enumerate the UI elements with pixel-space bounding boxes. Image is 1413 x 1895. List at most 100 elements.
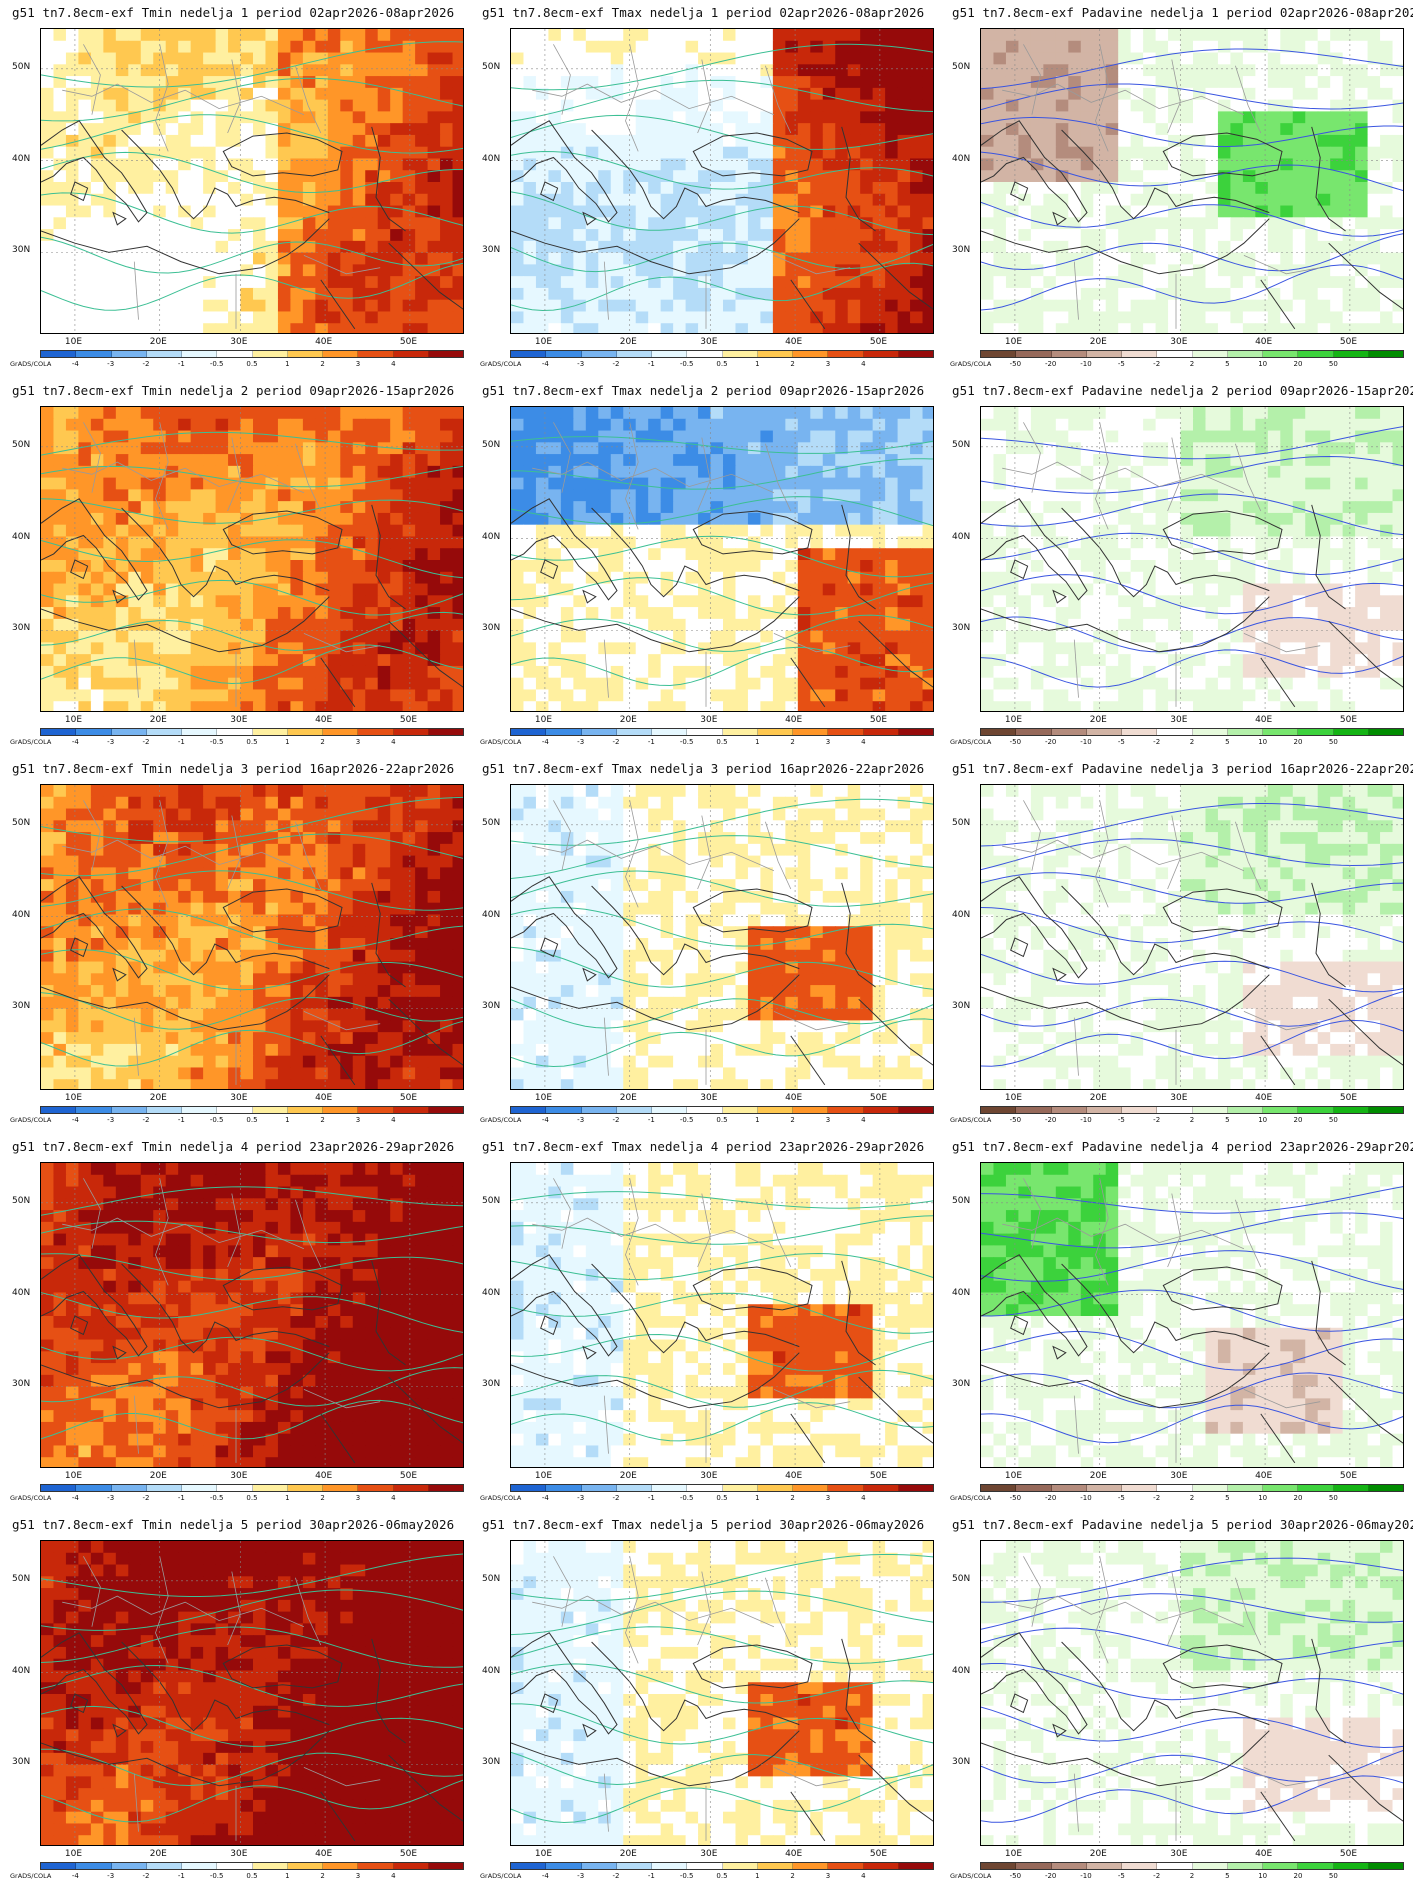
colorbar: [510, 1484, 934, 1492]
graticule: [41, 29, 463, 333]
colorbar-swatch: [1086, 1107, 1122, 1113]
contour-lines: [41, 41, 463, 311]
country-borders: [532, 1556, 851, 1841]
colorbar-swatch: [76, 351, 112, 357]
latitude-label: 30N: [952, 1757, 971, 1768]
panel-title: g51 tn7.8ecm-exf Tmax nedelja 5 period 3…: [482, 1517, 925, 1532]
colorbar-swatch: [1333, 1485, 1369, 1491]
longitude-label: 30E: [1170, 1849, 1188, 1859]
colorbar-tick-label: -0.5: [679, 1494, 694, 1502]
colorbar: [40, 1106, 464, 1114]
colorbar-tick-label: -1: [647, 1116, 655, 1124]
colorbar-swatch: [863, 351, 899, 357]
colorbar-tick-label: 20: [1293, 1872, 1303, 1880]
grads-credit: GrADS/COLA: [950, 1116, 992, 1124]
country-borders: [1002, 44, 1321, 329]
latitude-label: 40N: [482, 909, 501, 920]
colorbar-swatch: [581, 1863, 617, 1869]
colorbar-swatch: [1192, 729, 1228, 735]
map-area: [980, 1162, 1404, 1468]
longitude-label: 10E: [1004, 715, 1023, 725]
colorbar-tick-label: 5: [1225, 360, 1230, 368]
longitude-label: 10E: [64, 1471, 83, 1481]
latitude-label: 50N: [482, 61, 501, 72]
map-panel-precip: g51 tn7.8ecm-exf Padavine nedelja 3 peri…: [944, 756, 1413, 1134]
colorbar-swatch: [652, 1485, 688, 1491]
grads-credit: GrADS/COLA: [480, 738, 522, 746]
colorbar-tick-label: -50: [1009, 1872, 1022, 1880]
shaded-field: [981, 407, 1403, 711]
longitude-label: 40E: [785, 337, 803, 347]
colorbar-swatch: [616, 351, 652, 357]
longitude-label: 50E: [399, 337, 418, 347]
graticule: [41, 1541, 463, 1845]
colorbar-tick-label: -4: [541, 1494, 549, 1502]
longitude-label: 20E: [619, 1471, 637, 1481]
colorbar-swatch: [722, 1485, 758, 1491]
colorbar-tick-label: -3: [107, 1494, 115, 1502]
map-area: [980, 784, 1404, 1090]
map-area: [510, 784, 934, 1090]
colorbar-tick-label: 0.5: [716, 738, 728, 746]
panel-title: g51 tn7.8ecm-exf Tmax nedelja 4 period 2…: [482, 1139, 925, 1154]
colorbar-labels: -4 -3 -2 -1 -0.5 0.5 1 2 3 4: [40, 1872, 464, 1882]
longitude-label: 50E: [1339, 337, 1358, 347]
longitude-label: 40E: [315, 1471, 333, 1481]
colorbar-swatch: [1263, 351, 1299, 357]
country-borders: [1002, 800, 1321, 1085]
colorbar-swatch: [182, 1107, 218, 1113]
longitude-label: 40E: [1255, 337, 1273, 347]
colorbar-tick-label: 1: [755, 1494, 760, 1502]
colorbar-swatch: [393, 729, 429, 735]
colorbar-swatch: [146, 1485, 182, 1491]
colorbar-labels: -4 -3 -2 -1 -0.5 0.5 1 2 3 4: [40, 1116, 464, 1126]
colorbar-swatch: [1263, 729, 1299, 735]
shaded-field: [511, 1163, 933, 1467]
colorbar-swatch: [1157, 351, 1193, 357]
colorbar-tick-label: -3: [577, 1494, 585, 1502]
colorbar-tick-label: -3: [577, 360, 585, 368]
colorbar-tick-label: 0.5: [716, 1494, 728, 1502]
colorbar-tick-label: -1: [177, 1872, 185, 1880]
colorbar-swatch: [981, 1863, 1017, 1869]
grads-credit: GrADS/COLA: [950, 1872, 992, 1880]
colorbar: [40, 350, 464, 358]
graticule: [511, 1541, 933, 1845]
colorbar-swatch: [76, 729, 112, 735]
latitude-label: 30N: [12, 1379, 31, 1390]
longitude-label: 40E: [1255, 1849, 1273, 1859]
longitude-label: 30E: [700, 1471, 718, 1481]
colorbar-labels: -50 -20 -10 -5 -2 2 5 10 20 50: [980, 1494, 1404, 1504]
latitude-label: 40N: [12, 531, 31, 542]
colorbar-swatch: [428, 729, 463, 735]
colorbar-swatch: [1263, 1863, 1299, 1869]
longitude-label: 40E: [1255, 1093, 1273, 1103]
contour-lines: [981, 48, 1403, 311]
colorbar-tick-label: 4: [391, 1494, 396, 1502]
colorbar-swatch: [358, 1863, 394, 1869]
colorbar-swatch: [1298, 1107, 1334, 1113]
colorbar-tick-label: -2: [142, 1872, 150, 1880]
colorbar: [980, 728, 1404, 736]
colorbar-swatch: [41, 1485, 77, 1491]
longitude-label: 10E: [1004, 1471, 1023, 1481]
colorbar-swatch: [393, 351, 429, 357]
colorbar: [980, 350, 1404, 358]
colorbar-swatch: [1122, 351, 1158, 357]
colorbar-tick-label: 4: [391, 360, 396, 368]
colorbar-tick-label: -4: [71, 738, 79, 746]
longitude-label: 10E: [534, 1471, 553, 1481]
shaded-field: [511, 29, 933, 333]
colorbar-swatch: [393, 1863, 429, 1869]
colorbar-swatch: [1298, 1485, 1334, 1491]
colorbar-swatch: [1227, 1863, 1263, 1869]
map-panel-tmax: g51 tn7.8ecm-exf Tmax nedelja 4 period 2…: [474, 1134, 944, 1512]
latitude-label: 30N: [482, 1757, 501, 1768]
panel-title: g51 tn7.8ecm-exf Tmin nedelja 2 period 0…: [12, 383, 455, 398]
colorbar-swatch: [981, 1485, 1017, 1491]
colorbar-swatch: [1368, 1863, 1403, 1869]
colorbar-labels: -50 -20 -10 -5 -2 2 5 10 20 50: [980, 738, 1404, 748]
colorbar-tick-label: 10: [1258, 1872, 1268, 1880]
colorbar-swatch: [981, 351, 1017, 357]
longitude-label: 10E: [1004, 1849, 1023, 1859]
